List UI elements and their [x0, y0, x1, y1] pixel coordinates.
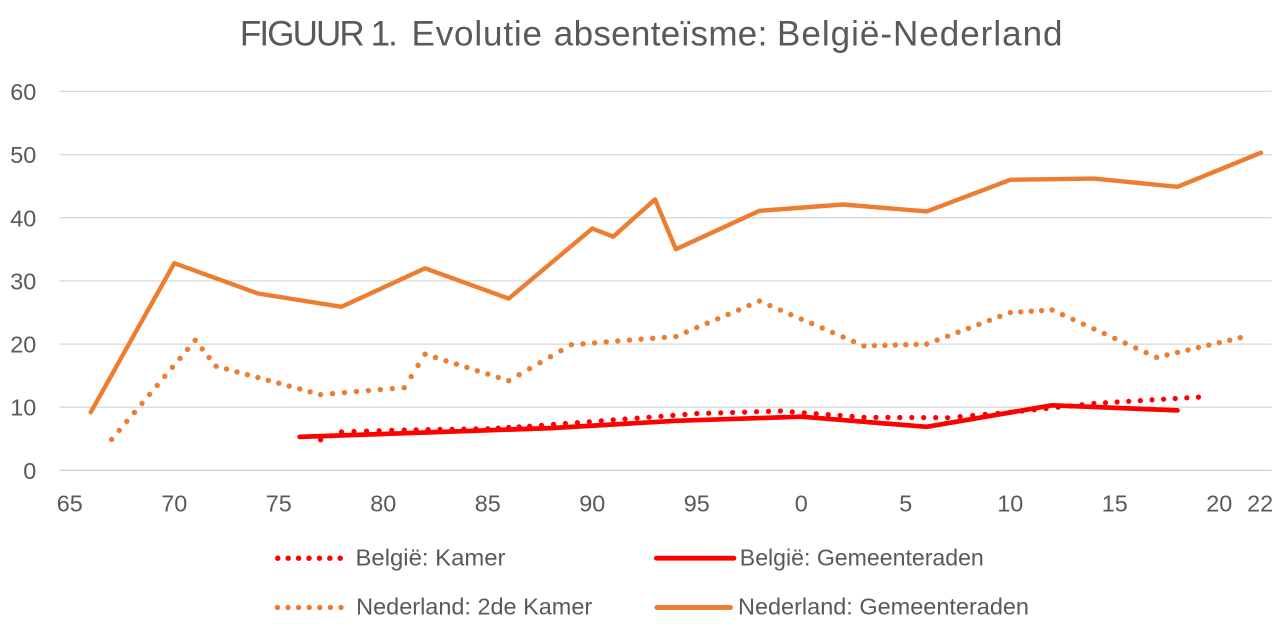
svg-text:75: 75	[266, 491, 292, 517]
svg-text:65: 65	[57, 491, 83, 517]
svg-text:90: 90	[579, 491, 605, 517]
svg-text:10: 10	[10, 395, 36, 421]
svg-text:10: 10	[997, 491, 1023, 517]
svg-text:22: 22	[1247, 491, 1273, 517]
svg-text:50: 50	[10, 142, 36, 168]
svg-text:85: 85	[475, 491, 501, 517]
svg-text:30: 30	[10, 268, 36, 294]
svg-text:20: 20	[10, 332, 36, 358]
svg-text:80: 80	[370, 491, 396, 517]
svg-text:95: 95	[684, 491, 710, 517]
svg-text:40: 40	[10, 205, 36, 231]
svg-text:Nederland: Gemeenteraden: Nederland: Gemeenteraden	[738, 594, 1029, 620]
svg-text:60: 60	[10, 79, 36, 105]
svg-text:0: 0	[23, 458, 36, 484]
svg-text:Nederland: 2de Kamer: Nederland: 2de Kamer	[356, 594, 592, 620]
svg-text:15: 15	[1102, 491, 1128, 517]
svg-text:20: 20	[1206, 491, 1232, 517]
svg-text:België: Kamer: België: Kamer	[356, 544, 506, 570]
svg-text:70: 70	[161, 491, 187, 517]
svg-text:België: Gemeenteraden: België: Gemeenteraden	[740, 544, 984, 570]
svg-text:5: 5	[899, 491, 912, 517]
svg-text:0: 0	[795, 491, 808, 517]
